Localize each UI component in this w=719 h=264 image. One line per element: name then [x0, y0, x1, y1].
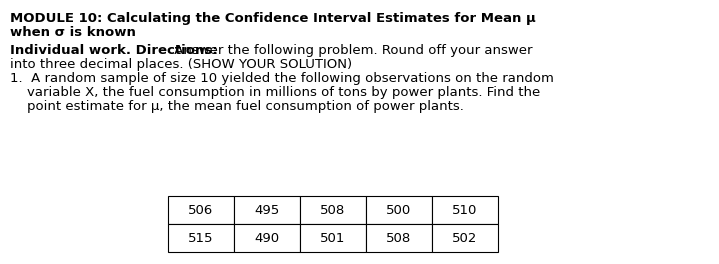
- Text: 508: 508: [321, 204, 346, 216]
- Text: Answer the following problem. Round off your answer: Answer the following problem. Round off …: [170, 44, 533, 57]
- Text: 495: 495: [255, 204, 280, 216]
- Text: 500: 500: [386, 204, 411, 216]
- Bar: [366, 224, 432, 252]
- Bar: [234, 224, 300, 252]
- Bar: [300, 196, 366, 224]
- Text: 515: 515: [188, 232, 214, 244]
- Text: 1.  A random sample of size 10 yielded the following observations on the random: 1. A random sample of size 10 yielded th…: [10, 72, 554, 85]
- Text: 502: 502: [452, 232, 477, 244]
- Bar: [168, 224, 234, 252]
- Text: Individual work. Directions:: Individual work. Directions:: [10, 44, 218, 57]
- Text: 501: 501: [320, 232, 346, 244]
- Text: MODULE 10: Calculating the Confidence Interval Estimates for Mean μ: MODULE 10: Calculating the Confidence In…: [10, 12, 536, 25]
- Text: 510: 510: [452, 204, 477, 216]
- Bar: [432, 224, 498, 252]
- Bar: [300, 224, 366, 252]
- Text: point estimate for μ, the mean fuel consumption of power plants.: point estimate for μ, the mean fuel cons…: [10, 100, 464, 113]
- Text: 506: 506: [188, 204, 214, 216]
- Text: 508: 508: [386, 232, 411, 244]
- Text: when σ is known: when σ is known: [10, 26, 136, 39]
- Text: variable X, the fuel consumption in millions of tons by power plants. Find the: variable X, the fuel consumption in mill…: [10, 86, 540, 99]
- Text: 490: 490: [255, 232, 280, 244]
- Bar: [366, 196, 432, 224]
- Text: into three decimal places. (SHOW YOUR SOLUTION): into three decimal places. (SHOW YOUR SO…: [10, 58, 352, 71]
- Bar: [168, 196, 234, 224]
- Bar: [432, 196, 498, 224]
- Bar: [234, 196, 300, 224]
